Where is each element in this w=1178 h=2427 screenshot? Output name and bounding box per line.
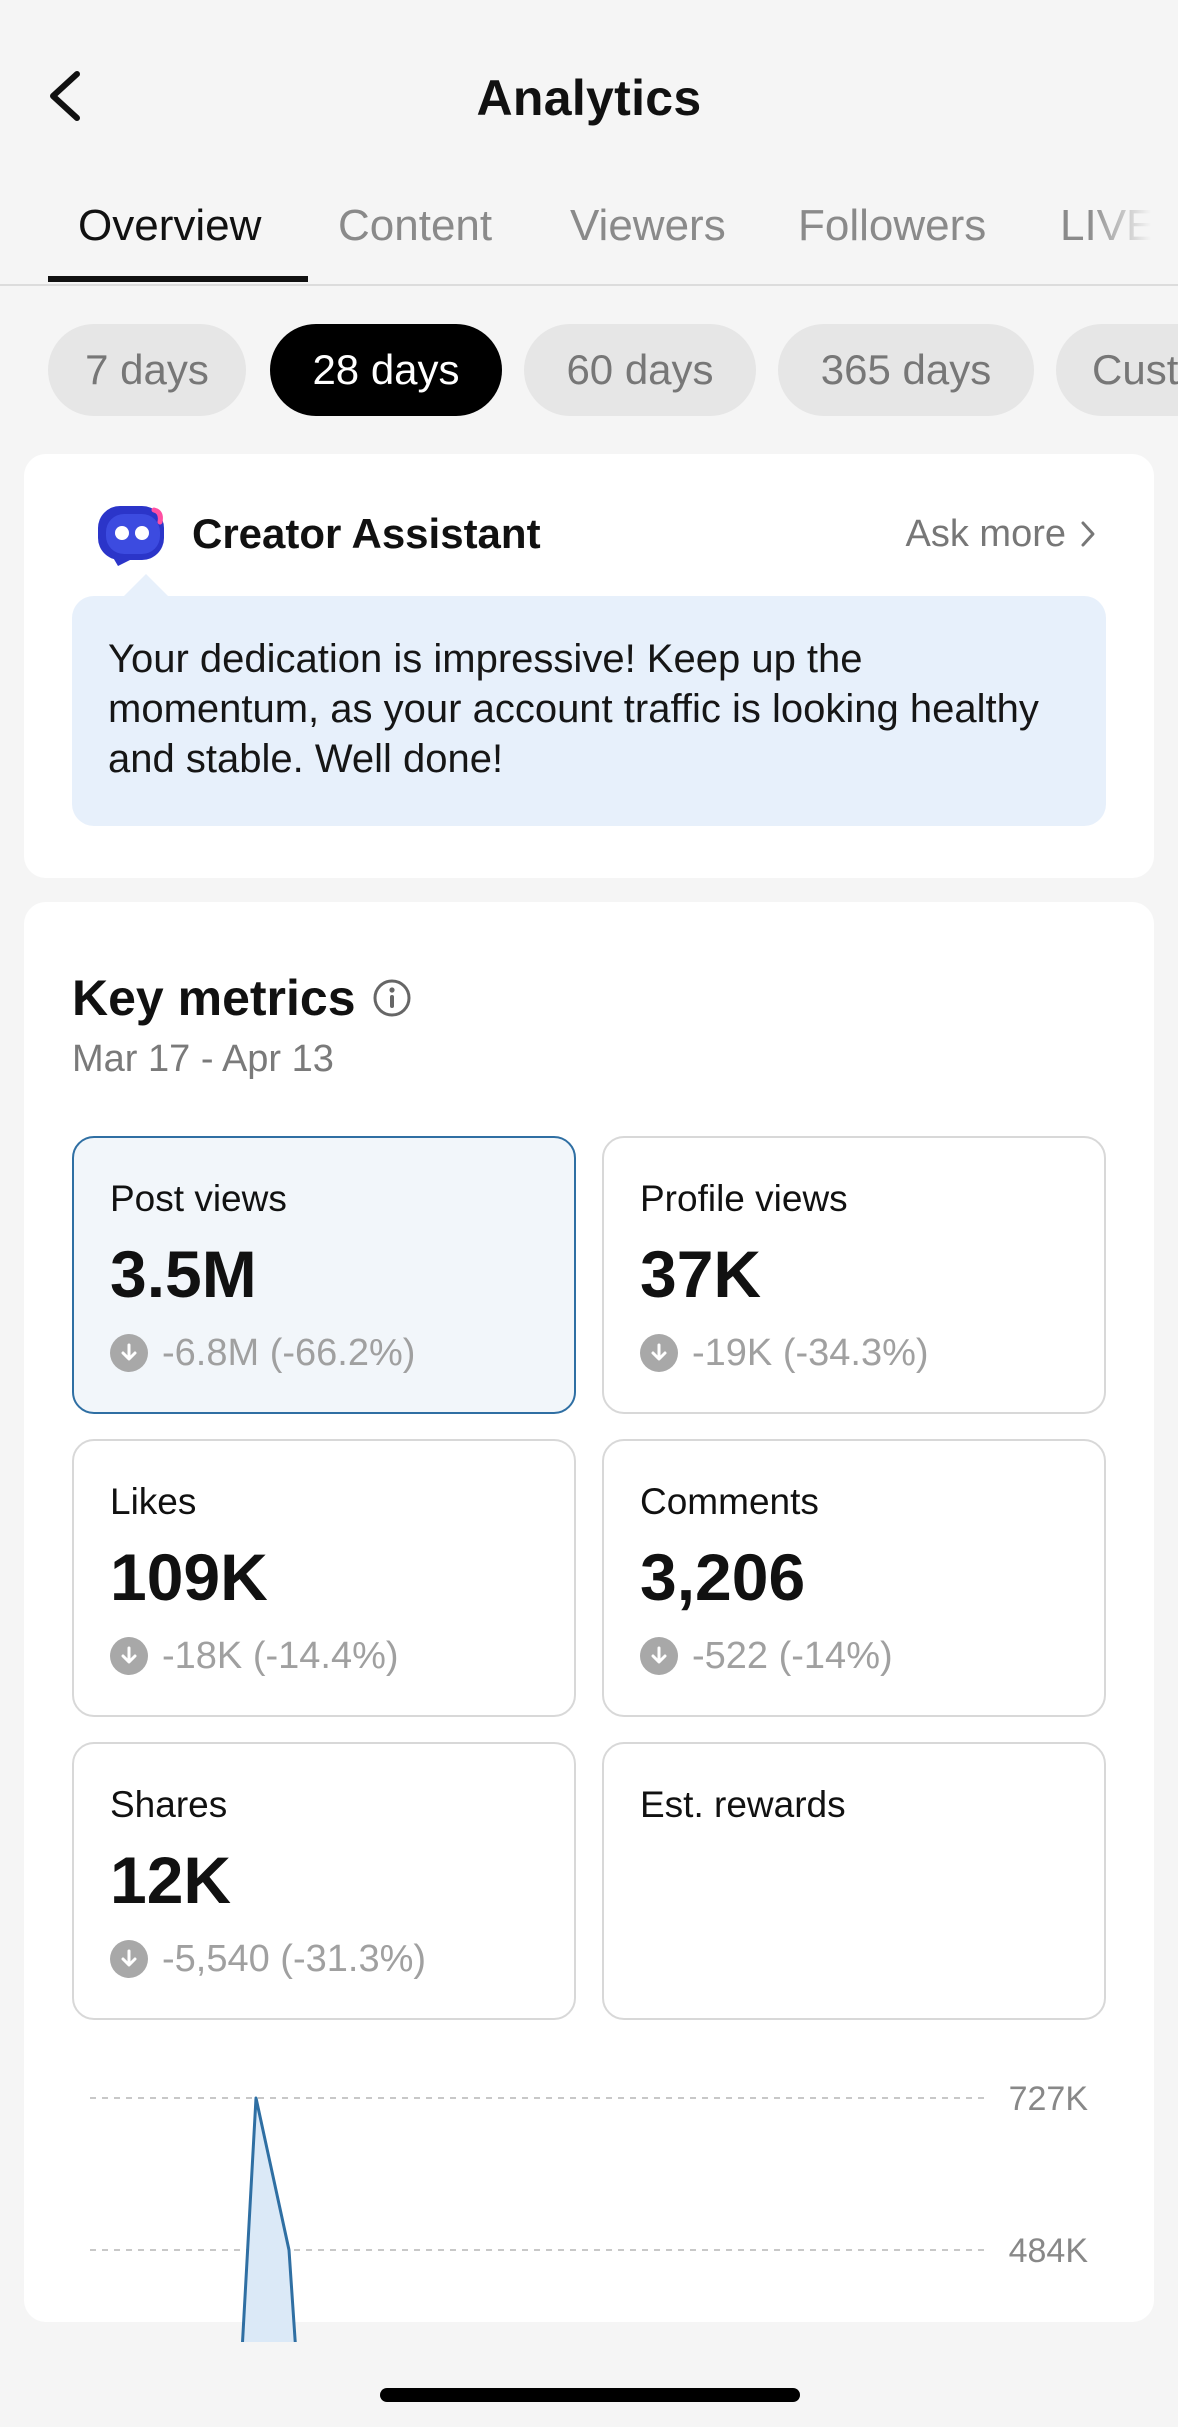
- metric-comments[interactable]: Comments 3,206 -522 (-14%): [602, 1439, 1106, 1717]
- chart-series-line: [241, 2096, 297, 2342]
- metric-change: -18K (-14.4%): [110, 1631, 399, 1681]
- metric-value: 109K: [110, 1540, 268, 1614]
- arrow-down-circle-icon: [110, 1334, 148, 1372]
- metric-profile-views[interactable]: Profile views 37K -19K (-34.3%): [602, 1136, 1106, 1414]
- range-28-days[interactable]: 28 days: [270, 324, 502, 416]
- date-range-selector: 7 days 28 days 60 days 365 days Custom: [0, 320, 1178, 420]
- range-60-days[interactable]: 60 days: [524, 324, 756, 416]
- metric-change-value: -18K (-14.4%): [162, 1635, 399, 1677]
- key-metrics-title: Key metrics: [72, 970, 356, 1026]
- arrow-down-circle-icon: [110, 1940, 148, 1978]
- chevron-right-icon: [1081, 521, 1095, 547]
- metric-label: Profile views: [640, 1178, 848, 1219]
- metric-change: -5,540 (-31.3%): [110, 1934, 426, 1984]
- creator-assistant-title: Creator Assistant: [192, 510, 541, 557]
- tab-followers[interactable]: Followers: [798, 201, 987, 250]
- metric-change: -6.8M (-66.2%): [110, 1328, 415, 1378]
- metric-label: Post views: [110, 1178, 287, 1219]
- tab-overview[interactable]: Overview: [78, 201, 262, 250]
- metric-likes[interactable]: Likes 109K -18K (-14.4%): [72, 1439, 576, 1717]
- arrow-down-circle-icon: [640, 1637, 678, 1675]
- metric-change-value: -5,540 (-31.3%): [162, 1938, 427, 1980]
- metric-label: Comments: [640, 1481, 819, 1522]
- range-7-days[interactable]: 7 days: [48, 324, 246, 416]
- range-365-days[interactable]: 365 days: [778, 324, 1034, 416]
- metric-change-value: -6.8M (-66.2%): [162, 1332, 416, 1374]
- metric-value: 12K: [110, 1843, 232, 1917]
- metric-label: Shares: [110, 1784, 228, 1825]
- assistant-message: Your dedication is impressive! Keep up t…: [72, 596, 1106, 826]
- key-metrics-card: Key metrics Mar 17 - Apr 13 Post views 3…: [24, 902, 1154, 2342]
- back-button[interactable]: [40, 66, 90, 126]
- metric-shares[interactable]: Shares 12K -5,540 (-31.3%): [72, 1742, 576, 2020]
- post-views-chart: 727K 484K: [90, 2080, 1089, 2342]
- tab-scroll-fade: [1088, 196, 1178, 284]
- key-metrics-date-range: Mar 17 - Apr 13: [72, 1038, 334, 1080]
- creator-assistant-card: Creator Assistant Ask more Your dedicati…: [24, 454, 1154, 878]
- metric-label: Est. rewards: [640, 1784, 846, 1825]
- metric-change: -19K (-34.3%): [640, 1328, 929, 1378]
- ask-more-link[interactable]: Ask more: [906, 506, 1096, 562]
- message-bubble-tail: [124, 574, 168, 596]
- metric-change: -522 (-14%): [640, 1631, 893, 1681]
- arrow-down-circle-icon: [640, 1334, 678, 1372]
- chevron-left-icon: [50, 71, 80, 121]
- tab-viewers[interactable]: Viewers: [570, 201, 726, 250]
- metric-value: 3.5M: [110, 1237, 257, 1311]
- metric-change-value: -522 (-14%): [692, 1635, 893, 1677]
- metric-label: Likes: [110, 1481, 197, 1522]
- tab-bar: Overview Content Viewers Followers LIVE: [0, 196, 1178, 286]
- active-tab-indicator: [48, 276, 308, 282]
- tab-content[interactable]: Content: [338, 201, 493, 250]
- page-title: Analytics: [476, 70, 702, 126]
- chart-y-tick-label: 484K: [1009, 2232, 1089, 2270]
- metric-value: 3,206: [640, 1540, 806, 1614]
- range-custom[interactable]: Custom: [1056, 324, 1178, 416]
- metric-est-rewards[interactable]: Est. rewards: [602, 1742, 1106, 2020]
- metric-value: 37K: [640, 1237, 762, 1311]
- top-bar: Analytics: [0, 0, 1178, 196]
- arrow-down-circle-icon: [110, 1637, 148, 1675]
- metric-post-views[interactable]: Post views 3.5M -6.8M (-66.2%): [72, 1136, 576, 1414]
- chart-area: [242, 2098, 296, 2342]
- creator-assistant-logo-icon: [96, 502, 166, 566]
- metric-change-value: -19K (-34.3%): [692, 1332, 929, 1374]
- info-icon[interactable]: [372, 978, 412, 1018]
- home-indicator: [380, 2388, 800, 2402]
- ask-more-label: Ask more: [905, 513, 1066, 555]
- chart-y-tick-label: 727K: [1009, 2080, 1089, 2118]
- key-metrics-heading: Key metrics: [72, 966, 412, 1030]
